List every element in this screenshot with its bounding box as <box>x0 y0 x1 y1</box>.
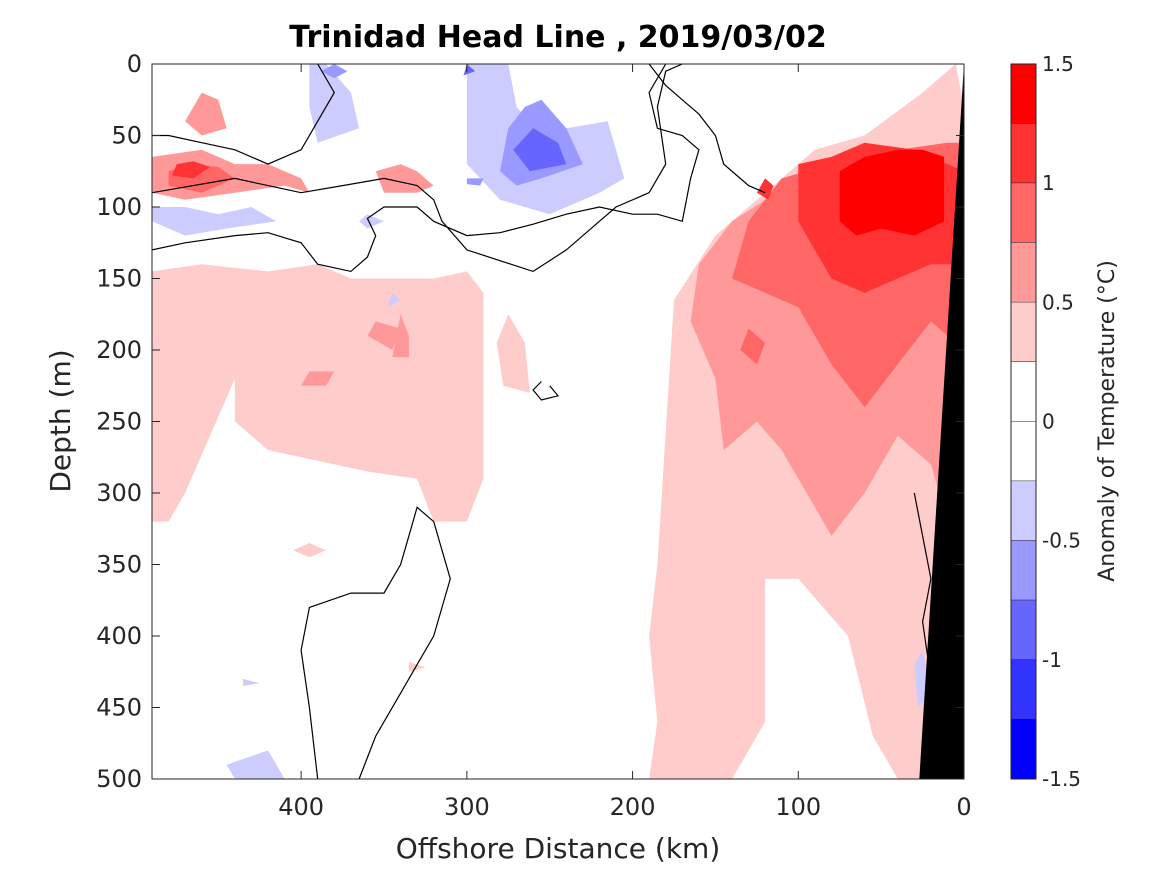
colorbar-tick-label: -0.5 <box>1042 529 1081 553</box>
colorbar-tick-label: 1 <box>1042 171 1055 195</box>
colorbar-level-swatch <box>1011 600 1036 660</box>
warm-anomaly-region <box>375 164 434 193</box>
zero-contour-line <box>152 64 700 273</box>
colorbar-label: Anomaly of Temperature (°C) <box>1095 260 1120 582</box>
y-tick-label: 400 <box>96 622 142 650</box>
seafloor-shape <box>919 64 964 779</box>
cool-anomaly-region <box>513 128 567 172</box>
zero-contour-line <box>152 64 335 165</box>
warm-anomaly-region <box>367 321 401 350</box>
warm-anomaly-region <box>301 371 335 386</box>
colorbar-level-swatch <box>1011 64 1036 124</box>
warm-anomaly-region <box>408 661 426 672</box>
y-tick-label: 100 <box>96 193 142 221</box>
chart-title: Trinidad Head Line , 2019/03/02 <box>289 20 826 55</box>
warm-anomaly-region <box>392 314 409 358</box>
colorbar-tick-label: 1.5 <box>1042 52 1074 76</box>
y-tick-label: 200 <box>96 336 142 364</box>
zero-contour-lines <box>152 64 940 779</box>
cool-anomaly-region <box>466 178 484 186</box>
warm-anomaly-region <box>839 149 945 236</box>
colorbar-level-swatch <box>1011 481 1036 541</box>
cool-anomaly-region <box>321 64 348 79</box>
cool-anomaly-region <box>309 64 360 143</box>
colorbar-frame <box>1010 63 1037 780</box>
warm-anomaly-region <box>185 92 227 136</box>
colorbar-tick-label: 0.5 <box>1042 290 1074 314</box>
y-tick-label: 50 <box>111 122 142 150</box>
colorbar-level-swatch <box>1011 659 1036 720</box>
warm-anomaly-region <box>171 161 210 179</box>
zero-contour-line <box>648 64 766 194</box>
y-tick-label: 0 <box>127 50 142 78</box>
x-tick-label: 200 <box>610 793 656 821</box>
x-axis-ticks: 400 300 200 100 0 <box>278 64 972 821</box>
colorbar-level-swatch <box>1011 361 1036 422</box>
cool-anomaly-region <box>359 214 384 229</box>
colorbar-level-swatch <box>1011 302 1036 362</box>
warm-anomaly-region <box>496 314 530 393</box>
cool-anomaly-region <box>152 207 277 236</box>
colorbar-level-swatch <box>1011 719 1036 779</box>
x-axis-label: Offshore Distance (km) <box>396 832 721 865</box>
colorbar: 1.5 1 0.5 0 -0.5 -1 -1.5 <box>1010 52 1081 791</box>
colorbar-tick-label: -1.5 <box>1042 767 1081 791</box>
colorbar-level-swatch <box>1011 123 1036 184</box>
colorbar-level-swatch <box>1011 242 1036 303</box>
x-tick-label: 0 <box>956 793 971 821</box>
cool-anomaly-region <box>387 292 401 308</box>
x-tick-label: 400 <box>278 793 324 821</box>
x-tick-label: 300 <box>444 793 490 821</box>
y-tick-label: 250 <box>96 408 142 436</box>
zero-contour-line <box>300 506 451 779</box>
anomaly-filled-contours <box>152 64 964 779</box>
x-tick-label: 100 <box>775 793 821 821</box>
warm-anomaly-region <box>292 543 326 558</box>
y-tick-label: 300 <box>96 479 142 507</box>
warm-anomaly-region <box>740 328 766 365</box>
warm-anomaly-region <box>756 178 774 200</box>
y-tick-label: 500 <box>96 765 142 793</box>
seafloor-bathymetry <box>919 64 964 779</box>
y-tick-label: 450 <box>96 694 142 722</box>
y-axis-ticks: 0 50 100 150 200 250 300 350 400 450 500 <box>96 50 964 793</box>
colorbar-level-swatch <box>1011 540 1036 601</box>
zero-contour-line <box>532 381 560 401</box>
colorbar-tick-label: 0 <box>1042 410 1055 434</box>
cool-anomaly-region <box>243 678 260 686</box>
cool-anomaly-region <box>226 750 285 779</box>
zero-contour-line <box>152 64 683 273</box>
colorbar-level-swatch <box>1011 421 1036 482</box>
colorbar-level-swatch <box>1011 183 1036 243</box>
y-tick-label: 150 <box>96 265 142 293</box>
colorbar-tick-label: -1 <box>1042 648 1062 672</box>
y-axis-label: Depth (m) <box>44 349 77 492</box>
y-tick-label: 350 <box>96 551 142 579</box>
